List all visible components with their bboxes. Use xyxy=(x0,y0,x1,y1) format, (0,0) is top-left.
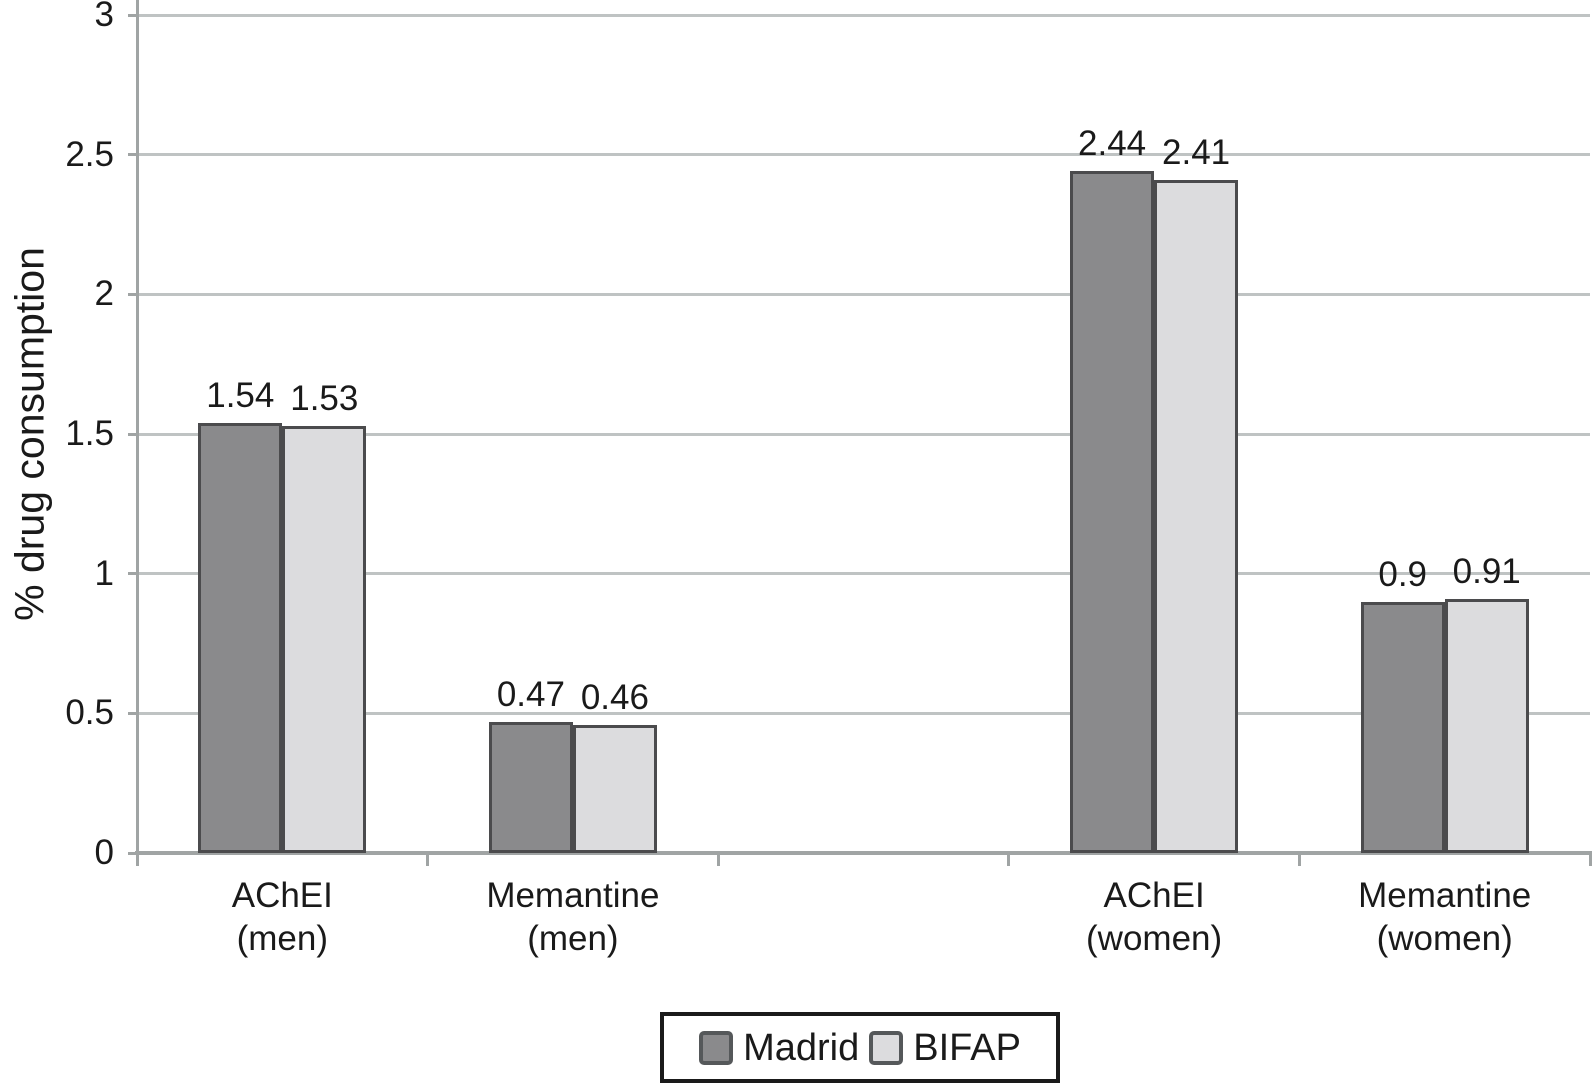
x-axis-tick xyxy=(1007,853,1011,866)
x-category-label: AChEI (women) xyxy=(1086,876,1223,958)
y-axis-tick xyxy=(128,851,137,855)
x-category-label: AChEI (men) xyxy=(231,876,333,958)
bar-value-label: 0.91 xyxy=(1452,551,1521,591)
y-axis-tick xyxy=(128,153,137,157)
y-tick-label: 3 xyxy=(94,0,114,34)
gridline-y-2.5 xyxy=(137,153,1590,157)
x-axis-tick xyxy=(135,853,139,866)
bar-value-label: 1.53 xyxy=(290,378,359,418)
x-category-label: Memantine (women) xyxy=(1358,876,1532,958)
x-category-label: Memantine (men) xyxy=(486,876,660,958)
y-axis-tick xyxy=(128,711,137,715)
y-tick-label: 0 xyxy=(94,833,114,872)
y-axis-line xyxy=(136,0,139,853)
x-axis-tick xyxy=(1588,853,1592,866)
bar-value-label: 0.47 xyxy=(496,674,565,714)
bar-bifap-achei-women xyxy=(1154,179,1239,853)
x-axis-tick xyxy=(716,853,720,866)
bar-madrid-achei-women xyxy=(1070,171,1155,853)
legend-label-madrid: Madrid xyxy=(743,1026,860,1069)
legend: Madrid BIFAP xyxy=(660,1012,1060,1083)
gridline-y-2 xyxy=(137,292,1590,296)
bar-value-label: 1.54 xyxy=(206,375,275,415)
bar-bifap-memantine-women xyxy=(1444,598,1529,853)
bar-bifap-memantine-men xyxy=(572,724,657,853)
bar-bifap-achei-men xyxy=(282,425,367,853)
gridline-y-1.5 xyxy=(137,432,1590,436)
y-tick-label: 1 xyxy=(94,553,114,593)
gridline-y-1 xyxy=(137,572,1590,576)
x-axis-line xyxy=(135,851,1592,855)
y-axis-tick xyxy=(128,572,137,576)
bar-value-label: 0.9 xyxy=(1378,554,1428,594)
gridline-y-0.5 xyxy=(137,711,1590,715)
y-tick-label: 2 xyxy=(94,274,114,314)
legend-swatch-bifap xyxy=(869,1030,904,1065)
gridline-y-3 xyxy=(137,13,1590,17)
bar-value-label: 2.44 xyxy=(1078,124,1147,164)
y-tick-label: 0.5 xyxy=(65,693,114,733)
y-axis-tick xyxy=(128,432,137,436)
y-tick-label: 1.5 xyxy=(65,414,114,453)
bar-madrid-achei-men xyxy=(198,422,283,853)
bar-value-label: 2.41 xyxy=(1162,132,1231,172)
x-axis-tick xyxy=(426,853,430,866)
bar-madrid-memantine-women xyxy=(1360,601,1445,853)
x-axis-tick xyxy=(1297,853,1301,866)
bar-madrid-memantine-men xyxy=(488,721,573,853)
bar-value-label: 0.46 xyxy=(580,677,649,717)
y-axis-tick xyxy=(128,292,137,296)
legend-swatch-madrid xyxy=(699,1030,734,1065)
legend-label-bifap: BIFAP xyxy=(913,1026,1021,1069)
y-tick-label: 2.5 xyxy=(65,134,114,174)
y-axis-tick xyxy=(128,13,137,17)
